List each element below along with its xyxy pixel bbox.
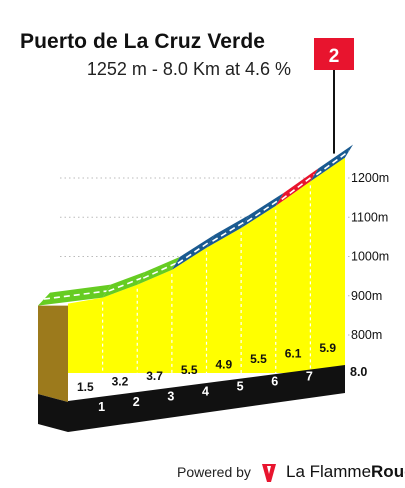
gradient-label-2: 3.2 bbox=[112, 374, 129, 388]
band-centre-line-8 bbox=[315, 150, 350, 176]
category-flag: 2 bbox=[314, 38, 354, 154]
climb-stats: 1252 m - 8.0 Km at 4.6 % bbox=[86, 59, 291, 79]
km-marker-7: 7 bbox=[306, 369, 313, 383]
gradient-label-8: 5.9 bbox=[319, 341, 336, 355]
flag-badge bbox=[314, 38, 354, 70]
km-marker-2: 2 bbox=[133, 395, 140, 409]
km-marker-6: 6 bbox=[271, 374, 278, 388]
end-distance-label: 8.0 bbox=[350, 365, 367, 379]
climb-profile-chart: 800m 900m 1000m 1100m 1200m 1.5 3.2 3.7 5.5 4.9 5.… bbox=[38, 38, 389, 432]
altitude-label-1100: 1100m bbox=[351, 210, 388, 224]
gradient-label-6: 5.5 bbox=[250, 352, 267, 366]
brand-name: La FlammeRouge bbox=[286, 462, 405, 481]
altitude-label-800: 800m bbox=[351, 328, 382, 342]
powered-by-text: Powered by bbox=[177, 464, 251, 480]
band-centre-line-6 bbox=[246, 198, 281, 223]
base-strip bbox=[68, 365, 345, 432]
gradient-band-segment-3 bbox=[137, 256, 180, 285]
gradient-label-5: 4.9 bbox=[215, 358, 232, 372]
km-marker-5: 5 bbox=[237, 380, 244, 394]
km-marker-4: 4 bbox=[202, 385, 209, 399]
band-centre-line-7 bbox=[281, 174, 315, 200]
gradient-band bbox=[38, 144, 353, 306]
gradient-band-segment-5 bbox=[206, 214, 250, 248]
band-centre-line-1 bbox=[43, 290, 107, 300]
band-centre-line-4 bbox=[177, 240, 211, 264]
altitude-label-1000: 1000m bbox=[351, 250, 389, 264]
chart-labels: 800m 900m 1000m 1100m 1200m 1.5 3.2 3.7 5.5 4.9 5.… bbox=[77, 171, 389, 414]
altitude-label-900: 900m bbox=[351, 289, 382, 303]
gradient-band-segment-2 bbox=[102, 271, 146, 298]
band-centre-line-2 bbox=[108, 277, 142, 292]
profile-side-face bbox=[38, 305, 68, 402]
band-centre-line-5 bbox=[212, 220, 246, 242]
gradient-label-1: 1.5 bbox=[77, 380, 94, 394]
gradient-label-7: 6.1 bbox=[285, 346, 302, 360]
profile-body bbox=[38, 157, 345, 432]
category-badge-label: 2 bbox=[329, 46, 340, 67]
band-centre-line-3 bbox=[142, 262, 177, 279]
km-marker-1: 1 bbox=[98, 400, 105, 414]
gradient-label-3: 3.7 bbox=[146, 369, 163, 383]
km-marker-3: 3 bbox=[167, 390, 174, 404]
climb-title: Puerto de La Cruz Verde bbox=[20, 30, 266, 53]
gradient-label-4: 5.5 bbox=[181, 363, 198, 377]
flamme-rouge-logo-icon bbox=[262, 464, 276, 482]
altitude-label-1200: 1200m bbox=[351, 171, 389, 185]
base-side bbox=[38, 394, 68, 432]
footer: Powered by La FlammeRouge bbox=[0, 462, 405, 484]
